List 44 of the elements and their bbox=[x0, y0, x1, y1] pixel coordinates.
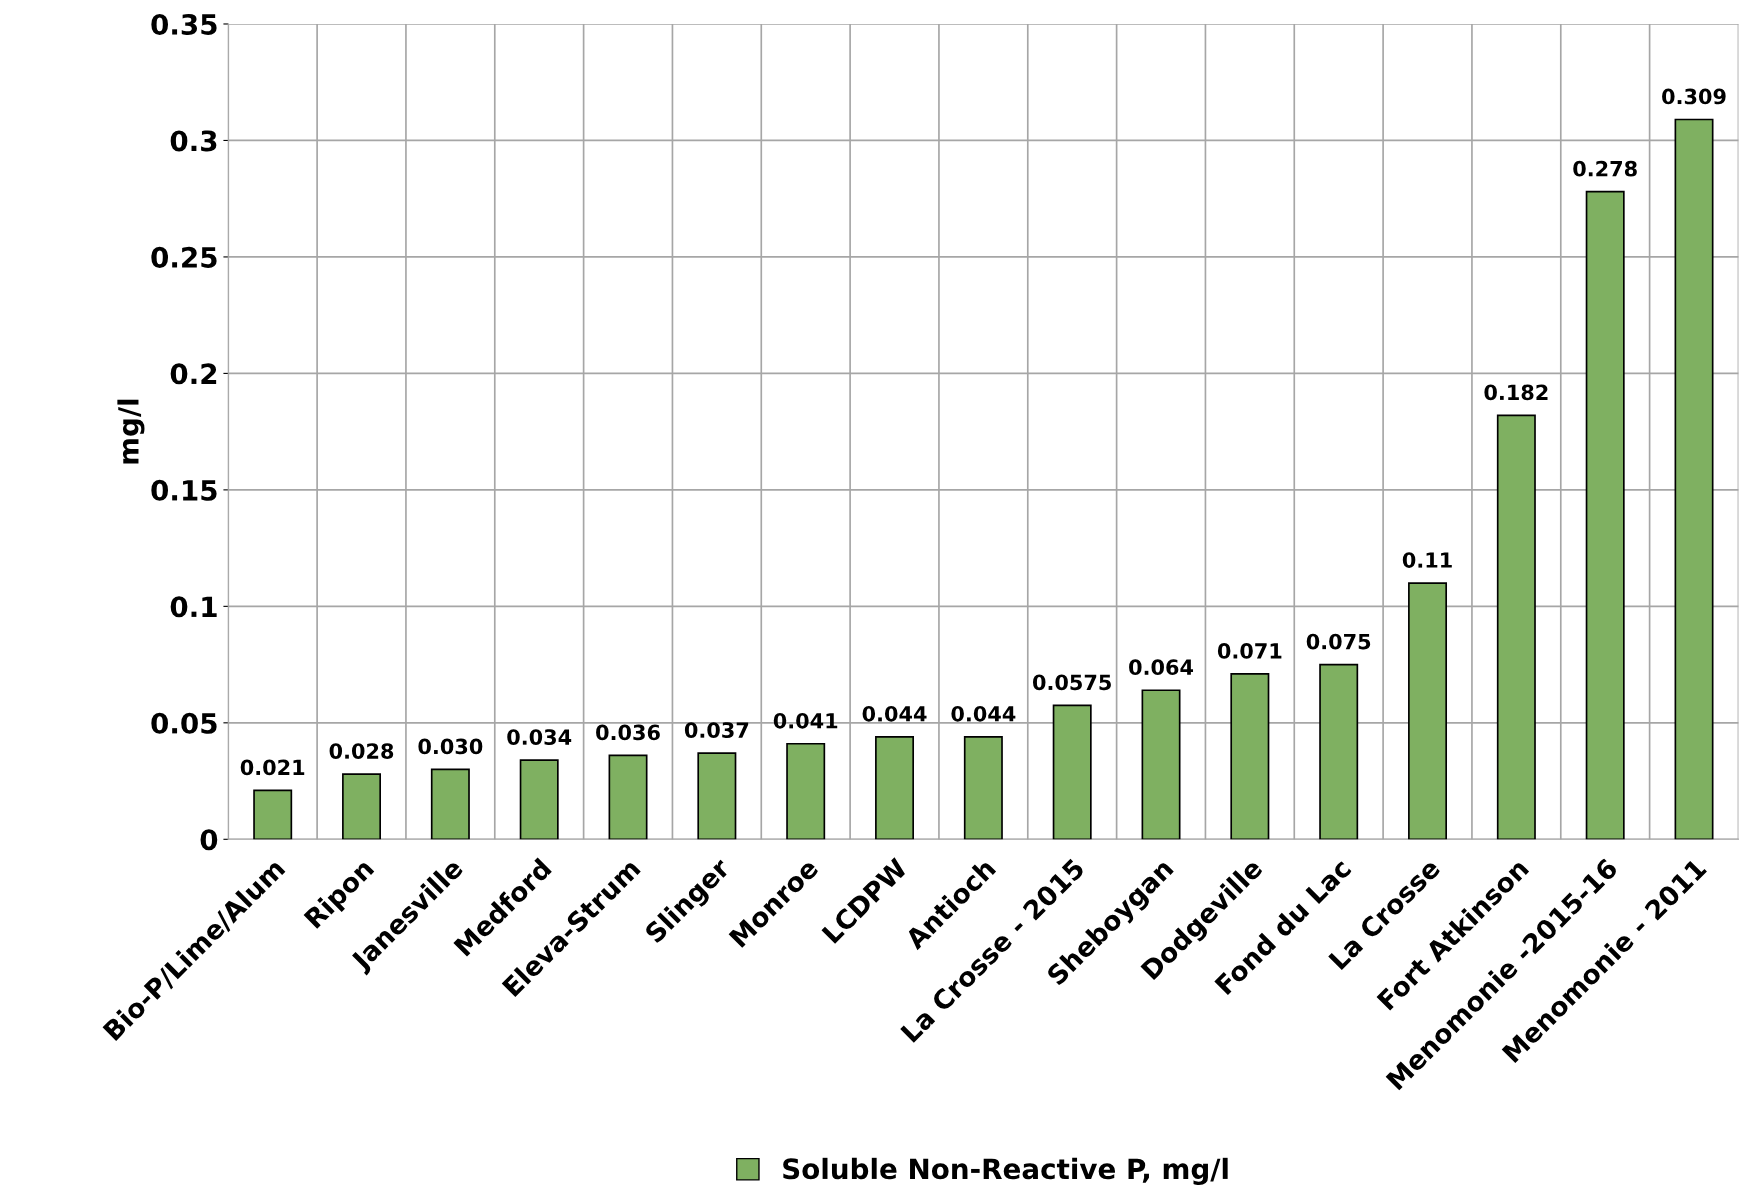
bar bbox=[519, 759, 559, 840]
bar bbox=[1408, 582, 1448, 840]
y-tick-label: 0 bbox=[200, 829, 218, 851]
bar bbox=[1230, 673, 1270, 840]
data-label: 0.034 bbox=[507, 729, 572, 745]
data-label: 0.309 bbox=[1662, 88, 1726, 105]
data-label: 0.037 bbox=[684, 722, 749, 738]
y-tick-label: 0.25 bbox=[151, 246, 217, 268]
bar bbox=[1319, 663, 1359, 840]
bar bbox=[1052, 704, 1092, 840]
data-label: 0.021 bbox=[240, 759, 305, 776]
data-label: 0.041 bbox=[773, 712, 838, 729]
data-label: 0.064 bbox=[1129, 659, 1194, 676]
data-label: 0.028 bbox=[329, 743, 394, 759]
data-label: 0.030 bbox=[418, 738, 483, 755]
bar bbox=[608, 754, 648, 840]
bar bbox=[963, 735, 1003, 840]
data-label: 0.044 bbox=[951, 705, 1016, 722]
bar bbox=[786, 742, 826, 840]
bar bbox=[342, 773, 382, 840]
bar bbox=[430, 768, 470, 840]
data-label: 0.11 bbox=[1402, 552, 1452, 568]
y-tick-label: 0.2 bbox=[170, 363, 217, 385]
data-label: 0.075 bbox=[1306, 633, 1371, 650]
data-label: 0.036 bbox=[596, 724, 660, 741]
y-tick-label: 0.35 bbox=[151, 13, 217, 35]
data-label: 0.278 bbox=[1573, 160, 1637, 177]
data-label: 0.071 bbox=[1217, 643, 1282, 659]
y-tick-label: 0.1 bbox=[170, 596, 217, 618]
bar bbox=[1585, 190, 1625, 840]
y-tick-label: 0.3 bbox=[170, 130, 217, 152]
bar bbox=[253, 789, 293, 840]
data-label: 0.182 bbox=[1484, 384, 1548, 401]
y-tick-label: 0.15 bbox=[151, 479, 217, 501]
data-label: 0.0575 bbox=[1032, 674, 1111, 691]
data-label: 0.044 bbox=[862, 705, 927, 722]
bar bbox=[697, 752, 737, 840]
bar bbox=[1496, 414, 1536, 840]
bar bbox=[875, 735, 915, 840]
y-tick-label: 0.05 bbox=[151, 712, 217, 734]
y-axis-title: mg/l bbox=[117, 399, 145, 464]
bar bbox=[1674, 118, 1714, 840]
bar bbox=[1141, 689, 1181, 840]
legend-label: Soluble Non-Reactive P, mg/l bbox=[783, 1157, 1228, 1185]
